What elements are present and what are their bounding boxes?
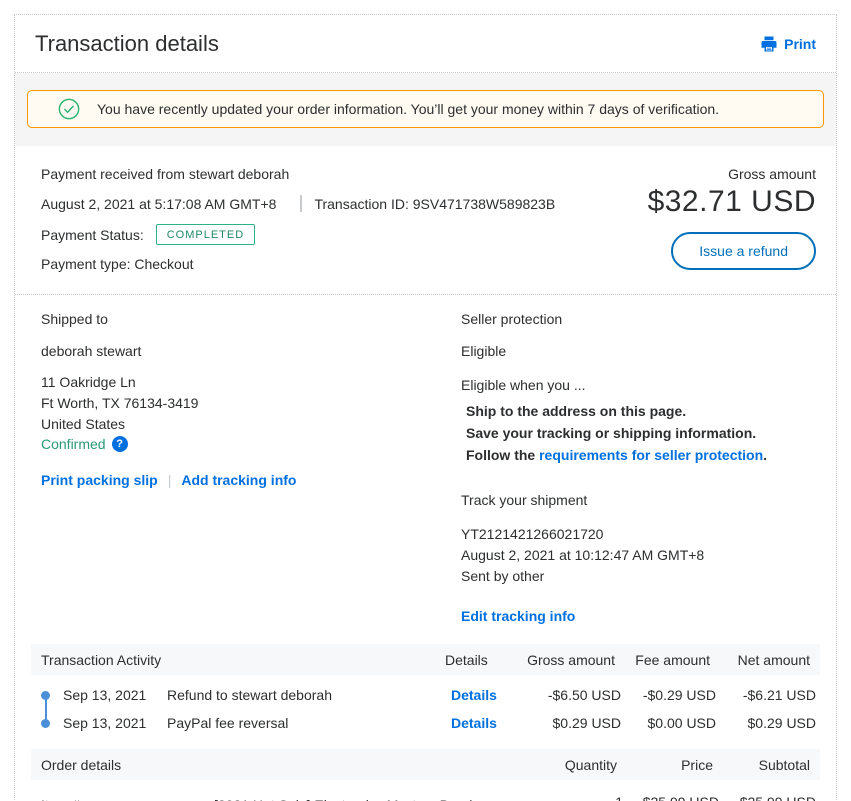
activity-gross: $0.29 USD	[552, 715, 621, 731]
payment-date: August 2, 2021 at 5:17:08 AM GMT+8	[41, 195, 277, 212]
gross-amount-block: Gross amount $32.71 USD Issue a refund	[648, 166, 816, 272]
protection-requirements: Ship to the address on this page. Save y…	[461, 400, 816, 466]
transaction-details-card: Transaction details Print You have recen…	[14, 14, 837, 801]
requirement-1: Ship to the address on this page.	[466, 403, 687, 419]
address-confirmed-row: Confirmed	[41, 436, 461, 452]
recipient-name: deborah stewart	[41, 343, 142, 359]
alert-band: You have recently updated your order inf…	[15, 73, 836, 146]
col-quantity: Quantity	[564, 757, 617, 773]
address-line-3: United States	[41, 416, 126, 432]
activity-description: PayPal fee reversal	[167, 715, 289, 731]
timeline-dot	[41, 681, 57, 709]
order-item-row: Item # MH20210000000101 [2021 Hot Sale] …	[15, 780, 836, 801]
order-details-section: Order details Quantity Price Subtotal It…	[15, 749, 836, 801]
alert-message: You have recently updated your order inf…	[97, 101, 720, 117]
activity-date: Sep 13, 2021	[63, 687, 147, 703]
address-line-2: Ft Worth, TX 76134-3419	[41, 395, 199, 411]
payment-status-label: Payment Status:	[41, 226, 144, 243]
col-subtotal: Subtotal	[758, 757, 810, 773]
payment-type: Payment type: Checkout	[41, 256, 194, 272]
seller-protection-title: Seller protection	[461, 311, 563, 327]
track-shipment-title: Track your shipment	[461, 492, 588, 508]
card-header: Transaction details Print	[15, 15, 836, 73]
item-subtotal: $25.99 USD	[719, 794, 816, 801]
item-label: Item #	[41, 794, 200, 801]
details-link[interactable]: Details	[451, 687, 497, 703]
address-line-1: 11 Oakridge Ln	[41, 374, 136, 390]
edit-tracking-info-link[interactable]: Edit tracking info	[461, 608, 576, 624]
shipped-to-title: Shipped to	[41, 311, 108, 327]
col-details: Details	[445, 652, 488, 668]
activity-net: $0.29 USD	[747, 715, 816, 731]
transaction-activity-section: Transaction Activity Details Gross amoun…	[15, 644, 836, 745]
gross-amount-label: Gross amount	[728, 166, 816, 182]
seller-protection-status: Eligible	[461, 343, 507, 359]
details-columns: Shipped to deborah stewart 11 Oakridge L…	[15, 294, 836, 634]
item-number-cell: Item # MH20210000000101	[41, 794, 200, 801]
status-badge: COMPLETED	[155, 224, 256, 245]
payment-date-row: August 2, 2021 at 5:17:08 AM GMT+8 Trans…	[41, 195, 555, 212]
vertical-divider	[300, 195, 303, 212]
printer-icon	[760, 35, 778, 53]
activity-table-header: Transaction Activity Details Gross amoun…	[31, 644, 820, 675]
activity-fee: -$0.29 USD	[642, 687, 716, 703]
timeline-dot	[41, 709, 57, 737]
item-description: [2021 Hot Sale] Electronics Mystery Box …	[214, 794, 533, 801]
edit-tracking-row: Edit tracking info	[461, 608, 816, 624]
activity-date: Sep 13, 2021	[63, 715, 147, 731]
add-tracking-info-link[interactable]: Add tracking info	[181, 472, 297, 488]
requirement-3-prefix: Follow the	[466, 447, 540, 463]
item-price: $25.99 USD	[623, 794, 719, 801]
activity-gross: -$6.50 USD	[547, 687, 621, 703]
tracking-carrier: Sent by other	[461, 568, 545, 584]
col-fee-amount: Fee amount	[635, 652, 710, 668]
activity-row: Sep 13, 2021 Refund to stewart deborah D…	[41, 681, 816, 709]
tracking-date: August 2, 2021 at 10:12:47 AM GMT+8	[461, 547, 705, 563]
requirement-3: Follow the requirements for seller prote…	[466, 444, 816, 466]
tracking-number: YT2121421266021720	[461, 526, 604, 542]
payment-info: Payment received from stewart deborah Au…	[41, 166, 555, 272]
requirement-2: Save your tracking or shipping informati…	[466, 425, 757, 441]
seller-protection-column: Seller protection Eligible Eligible when…	[461, 311, 816, 624]
col-price: Price	[681, 757, 713, 773]
activity-description: Refund to stewart deborah	[167, 687, 332, 703]
payment-received-from: Payment received from stewart deborah	[41, 166, 290, 182]
seller-protection-requirements-link[interactable]: requirements for seller protection	[539, 447, 764, 463]
order-title: Order details	[41, 757, 122, 773]
shipping-links: Print packing slip | Add tracking info	[41, 472, 461, 488]
print-label: Print	[784, 36, 816, 52]
help-icon[interactable]	[111, 436, 128, 452]
activity-fee: $0.00 USD	[647, 715, 716, 731]
payment-summary: Payment received from stewart deborah Au…	[15, 146, 836, 294]
print-button[interactable]: Print	[760, 35, 816, 53]
activity-rows: Sep 13, 2021 Refund to stewart deborah D…	[15, 675, 836, 745]
details-link[interactable]: Details	[451, 715, 497, 731]
transaction-id: Transaction ID: 9SV471738W589823B	[314, 195, 556, 212]
shipping-address: 11 Oakridge Ln Ft Worth, TX 76134-3419 U…	[41, 372, 461, 435]
issue-refund-button[interactable]: Issue a refund	[671, 232, 816, 270]
gross-amount-value: $32.71 USD	[647, 185, 816, 218]
activity-row: Sep 13, 2021 PayPal fee reversal Details…	[41, 709, 816, 737]
order-table-header: Order details Quantity Price Subtotal	[31, 749, 820, 780]
check-circle-icon	[58, 98, 80, 120]
activity-net: -$6.21 USD	[742, 687, 816, 703]
shipping-column: Shipped to deborah stewart 11 Oakridge L…	[41, 311, 461, 624]
page-title: Transaction details	[35, 31, 219, 56]
confirmed-label: Confirmed	[41, 436, 106, 452]
eligible-when-label: Eligible when you ...	[461, 377, 586, 393]
tracking-info: YT2121421266021720 August 2, 2021 at 10:…	[461, 524, 816, 587]
item-quantity: 1	[533, 794, 623, 801]
payment-status-row: Payment Status: COMPLETED	[41, 224, 555, 245]
link-divider: |	[167, 472, 172, 488]
col-net-amount: Net amount	[737, 652, 810, 668]
alert-banner: You have recently updated your order inf…	[27, 90, 824, 128]
print-packing-slip-link[interactable]: Print packing slip	[41, 472, 158, 488]
col-gross-amount: Gross amount	[527, 652, 615, 668]
requirement-3-suffix: .	[763, 447, 768, 463]
activity-title: Transaction Activity	[41, 652, 162, 668]
